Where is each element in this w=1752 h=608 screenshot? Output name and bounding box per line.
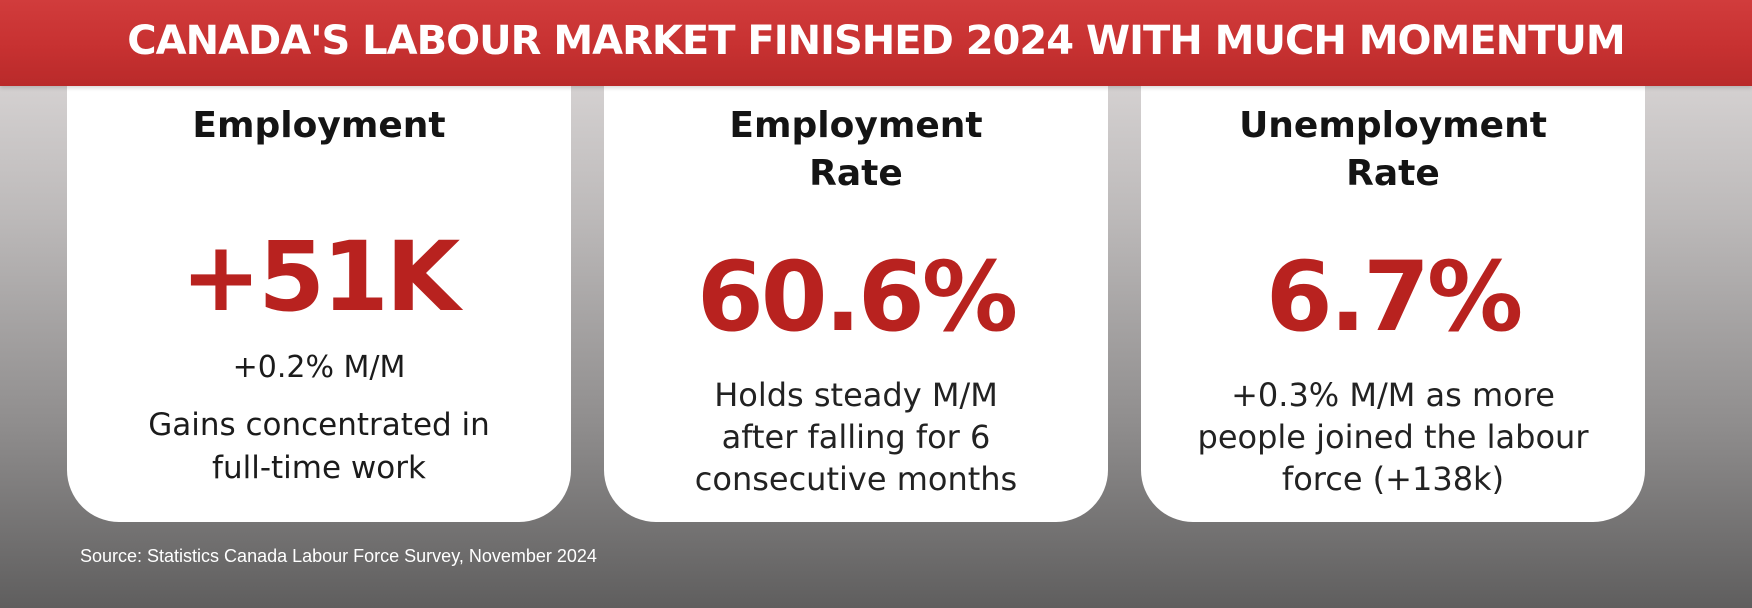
card-title-line: Employment bbox=[729, 105, 983, 146]
unemployment-rate-card: Unemployment Rate 6.7% +0.3% M/M as more… bbox=[1141, 62, 1645, 522]
card-title-line: Rate bbox=[809, 153, 903, 194]
employment-rate-card: Employment Rate 60.6% Holds steady M/M a… bbox=[604, 62, 1108, 522]
card-description: Holds steady M/M after falling for 6 con… bbox=[624, 374, 1088, 500]
card-title-line: Rate bbox=[1346, 153, 1440, 194]
card-description-line: full-time work bbox=[212, 450, 426, 486]
card-description: Gains concentrated in full-time work bbox=[87, 404, 551, 490]
card-value: 6.7% bbox=[1265, 241, 1523, 353]
card-subtext: +0.2% M/M bbox=[232, 350, 406, 385]
employment-card: Employment +51K +0.2% M/M Gains concentr… bbox=[67, 62, 571, 522]
card-description-line: Holds steady M/M bbox=[714, 376, 998, 414]
title-banner: CANADA'S LABOUR MARKET FINISHED 2024 WIT… bbox=[0, 0, 1752, 86]
source-note: Source: Statistics Canada Labour Force S… bbox=[80, 546, 597, 566]
card-value: +51K bbox=[180, 221, 460, 333]
card-title: Unemployment Rate bbox=[1141, 102, 1645, 198]
card-description: +0.3% M/M as more people joined the labo… bbox=[1161, 374, 1625, 500]
card-description-line: +0.3% M/M as more bbox=[1231, 376, 1555, 414]
card-title-line: Employment bbox=[192, 105, 446, 146]
card-value: 60.6% bbox=[696, 241, 1018, 353]
page-title: CANADA'S LABOUR MARKET FINISHED 2024 WIT… bbox=[127, 18, 1625, 64]
card-title: Employment bbox=[67, 102, 571, 150]
card-description-line: force (+138k) bbox=[1281, 460, 1505, 498]
card-title-line: Unemployment bbox=[1239, 105, 1547, 146]
card-description-line: people joined the labour bbox=[1197, 418, 1589, 456]
card-description-line: consecutive months bbox=[694, 460, 1018, 498]
card-title: Employment Rate bbox=[604, 102, 1108, 198]
card-description-line: after falling for 6 bbox=[721, 418, 991, 456]
card-description-line: Gains concentrated in bbox=[148, 407, 490, 443]
